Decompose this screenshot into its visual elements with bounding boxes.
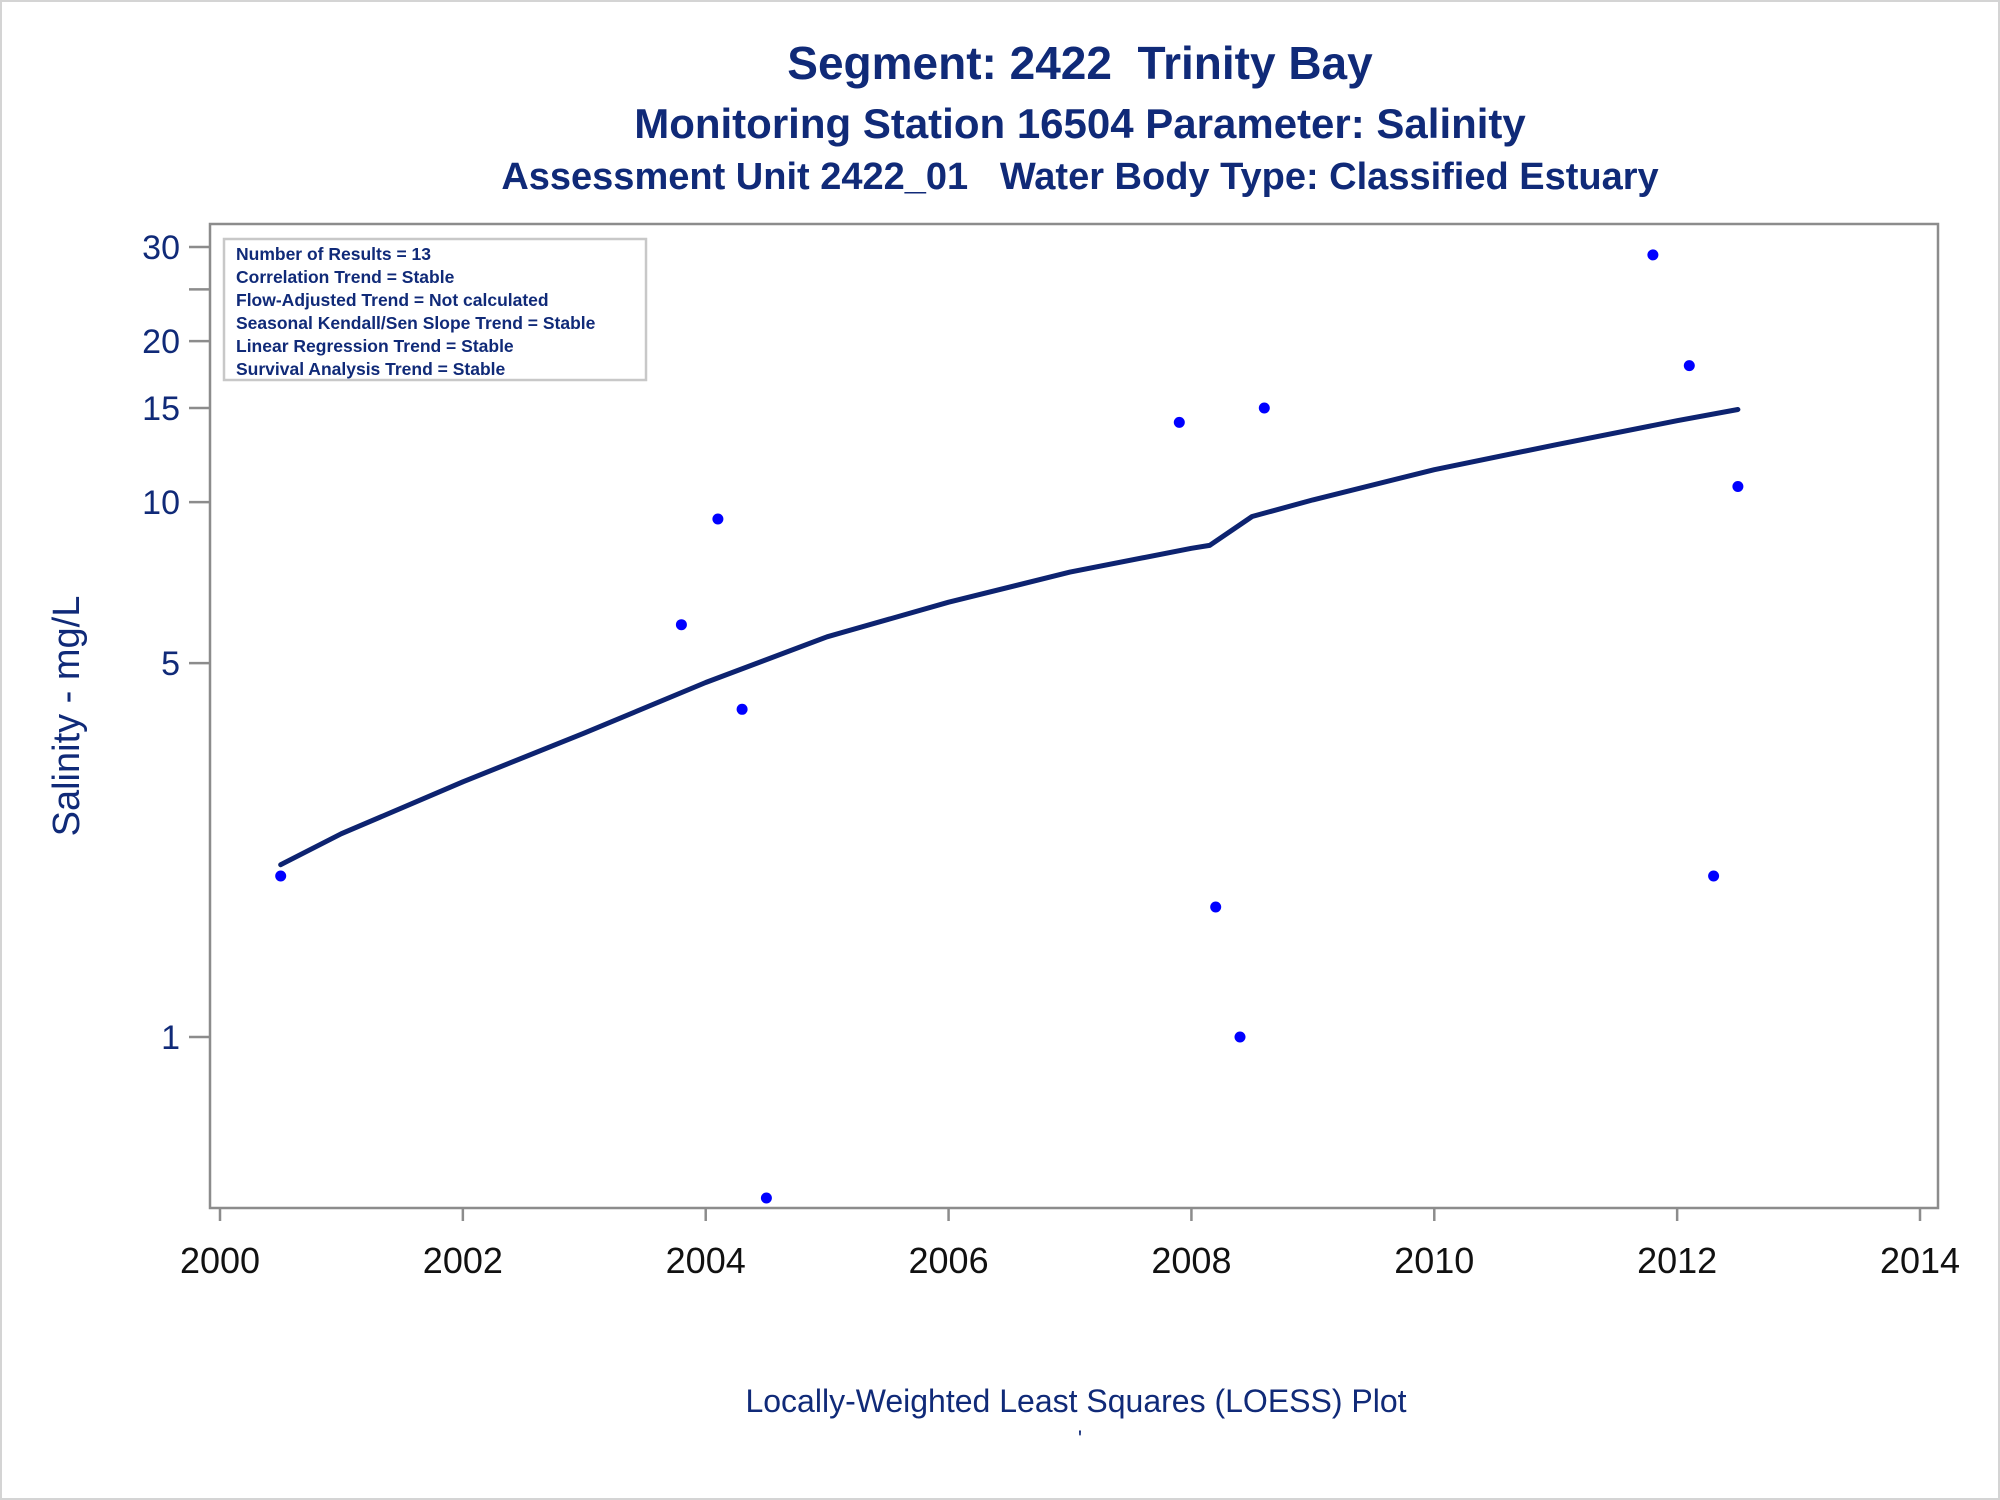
chart-title: Segment: 2422 Trinity Bay: [787, 37, 1373, 89]
y-axis-label: Salinity - mg/L: [46, 596, 88, 837]
data-point: [1173, 416, 1185, 428]
stats-line-flow-adjusted: Flow-Adjusted Trend = Not calculated: [236, 290, 549, 310]
plot-area-frame: [208, 222, 1940, 1210]
data-point: [1732, 481, 1744, 492]
x-tick-label-2002: 2002: [423, 1240, 503, 1281]
x-axis-label: Locally-Weighted Least Squares (LOESS) P…: [745, 1383, 1406, 1419]
chart-subtitle-2: Assessment Unit 2422_01 Water Body Type:…: [501, 156, 1659, 198]
y-tick-label-1: 1: [161, 1019, 180, 1057]
stats-line-correlation: Correlation Trend = Stable: [236, 267, 455, 287]
x-tick-label-2014: 2014: [1880, 1240, 1960, 1281]
loess-layer: [278, 407, 1741, 868]
y-tick-label-30: 30: [142, 229, 180, 267]
x-tick-label-2008: 2008: [1151, 1240, 1231, 1281]
loess-line: [278, 407, 1741, 868]
footnote-mark: ': [1078, 1426, 1082, 1451]
chart-subtitle: Monitoring Station 16504 Parameter: Sali…: [634, 100, 1526, 147]
y-tick-label-5: 5: [161, 645, 180, 683]
stats-line-linear-regression: Linear Regression Trend = Stable: [236, 336, 514, 356]
data-point: [675, 619, 687, 631]
x-tick-label-2012: 2012: [1637, 1240, 1717, 1281]
x-axis: 2000 2002 2004 2006 2008 2010 2012 2014: [180, 1208, 1960, 1281]
stats-box: Number of Results = 13 Correlation Trend…: [222, 237, 648, 382]
data-point: [736, 703, 748, 715]
data-point: [760, 1192, 772, 1204]
data-point: [275, 870, 287, 882]
data-point: [712, 513, 724, 525]
data-point: [1210, 901, 1222, 913]
stats-line-results: Number of Results = 13: [236, 244, 431, 264]
x-tick-label-2000: 2000: [180, 1240, 260, 1281]
points-layer: [275, 249, 1744, 1204]
x-tick-label-2006: 2006: [909, 1240, 989, 1281]
stats-line-survival: Survival Analysis Trend = Stable: [236, 359, 506, 379]
data-point: [1683, 360, 1695, 372]
data-point: [1708, 870, 1720, 882]
x-tick-label-2004: 2004: [666, 1240, 746, 1281]
data-point: [1234, 1031, 1246, 1043]
data-point: [1647, 249, 1659, 261]
y-tick-label-10: 10: [142, 484, 180, 522]
stats-box-border: [222, 237, 648, 382]
y-tick-label-15: 15: [142, 390, 180, 428]
x-tick-label-2010: 2010: [1394, 1240, 1474, 1281]
data-point: [1258, 402, 1270, 414]
y-tick-label-20: 20: [142, 323, 180, 361]
stats-line-seasonal-kendall: Seasonal Kendall/Sen Slope Trend = Stabl…: [236, 313, 596, 333]
